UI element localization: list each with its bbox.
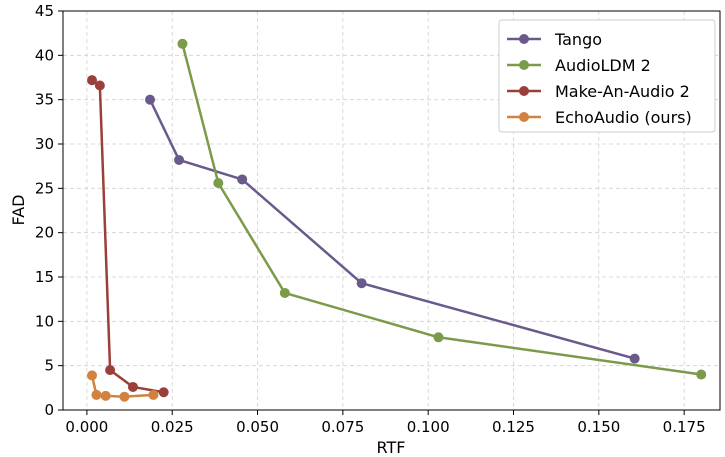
series-echoaudio-ours bbox=[87, 370, 159, 402]
x-tick-label: 0.100 bbox=[407, 418, 450, 436]
series-audioldm-2 bbox=[177, 38, 707, 380]
legend-item-audioldm-2: AudioLDM 2 bbox=[507, 56, 651, 75]
x-tick-label: 0.000 bbox=[65, 418, 108, 436]
x-tick-label: 0.025 bbox=[151, 418, 194, 436]
legend-label: EchoAudio (ours) bbox=[555, 108, 692, 127]
legend-item-make-an-audio-2: Make-An-Audio 2 bbox=[507, 82, 690, 101]
data-point-audioldm-2 bbox=[433, 332, 444, 343]
data-point-audioldm-2 bbox=[696, 369, 707, 380]
y-tick-label: 15 bbox=[35, 268, 54, 286]
y-tick-label: 35 bbox=[35, 91, 54, 109]
legend-item-tango: Tango bbox=[507, 30, 602, 49]
series-line-tango bbox=[148, 99, 636, 360]
data-point-make-an-audio-2 bbox=[105, 365, 116, 376]
data-point-echoaudio-ours bbox=[148, 389, 159, 400]
data-point-tango bbox=[356, 278, 367, 289]
data-point-audioldm-2 bbox=[177, 38, 188, 49]
y-tick-label: 20 bbox=[35, 224, 54, 242]
series-make-an-audio-2 bbox=[87, 75, 169, 398]
legend-box bbox=[498, 19, 716, 133]
data-point-tango bbox=[174, 154, 185, 165]
y-tick-label: 45 bbox=[35, 2, 54, 20]
legend-swatch-marker bbox=[519, 60, 529, 70]
y-tick-label: 10 bbox=[35, 312, 54, 330]
data-point-make-an-audio-2 bbox=[127, 381, 138, 392]
x-axis-label: RTF bbox=[377, 438, 406, 457]
y-tick-label: 40 bbox=[35, 46, 54, 64]
data-point-tango bbox=[629, 353, 640, 364]
legend-swatch-marker bbox=[519, 34, 529, 44]
y-tick-label: 25 bbox=[35, 179, 54, 197]
data-point-make-an-audio-2 bbox=[87, 75, 98, 86]
data-point-echoaudio-ours bbox=[91, 389, 102, 400]
x-tick-label: 0.125 bbox=[492, 418, 535, 436]
data-point-echoaudio-ours bbox=[100, 390, 111, 401]
data-point-make-an-audio-2 bbox=[158, 387, 169, 398]
data-point-tango bbox=[145, 94, 156, 105]
series-layer bbox=[87, 38, 707, 402]
plot-frame bbox=[62, 10, 721, 411]
data-point-audioldm-2 bbox=[279, 287, 290, 298]
x-axis-ticks: 0.000 0.025 0.050 0.075 0.100 0.125 0.150 0.175 bbox=[65, 410, 706, 436]
y-axis-label: FAD bbox=[9, 195, 28, 226]
x-tick-label: 0.175 bbox=[663, 418, 706, 436]
x-tick-label: 0.075 bbox=[321, 418, 364, 436]
legend-item-echoaudio-ours: EchoAudio (ours) bbox=[507, 108, 692, 127]
data-point-echoaudio-ours bbox=[119, 391, 130, 402]
legend-swatch-marker bbox=[519, 112, 529, 122]
legend-label: Tango bbox=[554, 30, 602, 49]
legend-swatch-marker bbox=[519, 86, 529, 96]
y-tick-label: 30 bbox=[35, 135, 54, 153]
y-tick-label: 0 bbox=[44, 401, 54, 419]
legend-label: Make-An-Audio 2 bbox=[555, 82, 690, 101]
data-point-tango bbox=[237, 174, 248, 185]
y-tick-label: 5 bbox=[44, 357, 54, 375]
data-point-echoaudio-ours bbox=[87, 370, 98, 381]
legend: Tango AudioLDM 2 Make-An-Audio 2 EchoAudio … bbox=[498, 19, 716, 133]
y-axis-ticks: 0 5 10 15 20 25 30 35 40 45 bbox=[35, 2, 63, 419]
series-tango bbox=[145, 94, 640, 364]
series-line-make-an-audio-2 bbox=[91, 79, 164, 394]
legend-label: AudioLDM 2 bbox=[555, 56, 651, 75]
x-tick-label: 0.150 bbox=[577, 418, 620, 436]
data-point-audioldm-2 bbox=[213, 178, 224, 189]
data-point-make-an-audio-2 bbox=[94, 80, 105, 91]
x-tick-label: 0.050 bbox=[236, 418, 279, 436]
